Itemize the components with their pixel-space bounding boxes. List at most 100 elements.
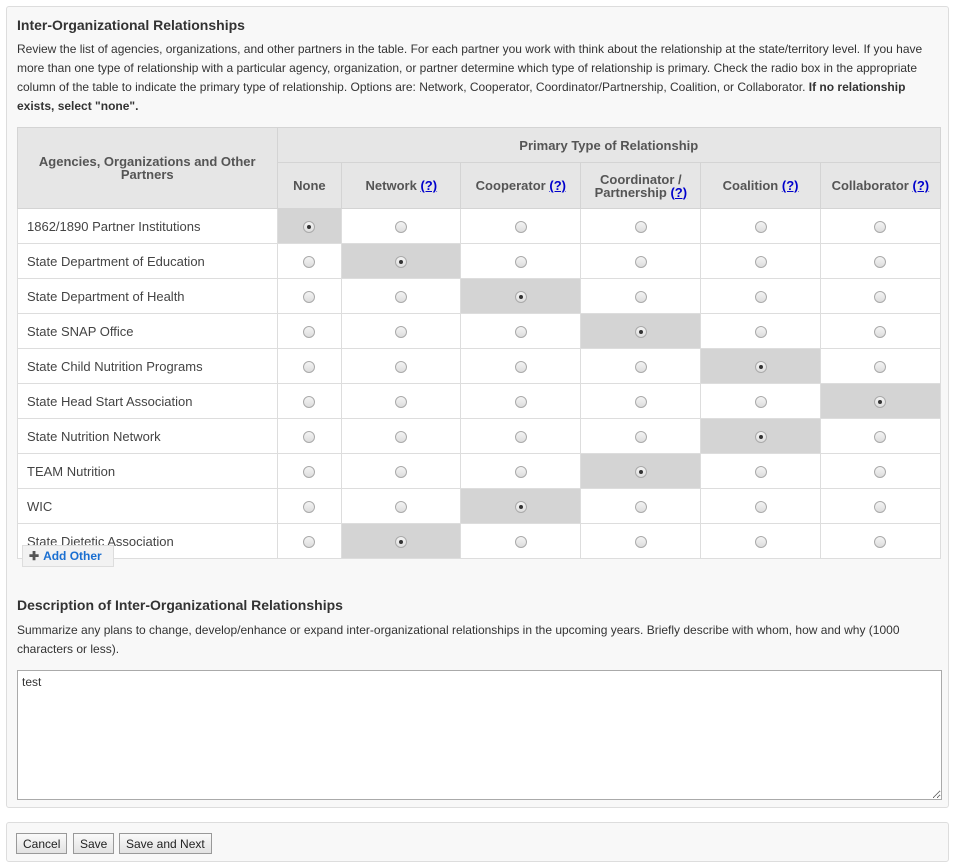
relationship-radio[interactable] — [754, 466, 767, 479]
relationship-radio[interactable] — [874, 291, 887, 304]
relationship-radio[interactable] — [395, 536, 408, 549]
relationship-radio[interactable] — [514, 396, 527, 409]
relationship-radio[interactable] — [514, 291, 527, 304]
help-link[interactable]: (?) — [549, 178, 566, 193]
relationship-radio[interactable] — [514, 361, 527, 374]
relationship-radio[interactable] — [395, 396, 408, 409]
relationship-radio[interactable] — [634, 466, 647, 479]
cancel-button[interactable]: Cancel — [16, 833, 68, 854]
relationship-group-header: Primary Type of Relationship — [276, 127, 942, 163]
table-row: TEAM Nutrition — [17, 453, 942, 489]
relationship-radio[interactable] — [395, 291, 408, 304]
save-and-next-button[interactable]: Save and Next — [119, 833, 212, 854]
column-header: Collaborator (?) — [819, 162, 942, 209]
relationship-radio[interactable] — [634, 396, 647, 409]
relationship-radio[interactable] — [303, 361, 316, 374]
radio-cell — [580, 383, 702, 419]
relationship-radio[interactable] — [754, 326, 767, 339]
relationship-radio[interactable] — [303, 221, 316, 234]
relationship-radio[interactable] — [754, 431, 767, 444]
add-other-button[interactable]: ✚ Add Other — [22, 545, 114, 567]
table-row: 1862/1890 Partner Institutions — [17, 208, 942, 244]
relationship-radio[interactable] — [754, 361, 767, 374]
relationship-radio[interactable] — [754, 536, 767, 549]
relationship-radio[interactable] — [514, 326, 527, 339]
radio-cell — [819, 523, 942, 559]
help-link[interactable]: (?) — [420, 178, 438, 193]
relationship-radio[interactable] — [874, 431, 887, 444]
relationship-radio[interactable] — [303, 326, 316, 339]
relationship-radio[interactable] — [874, 396, 887, 409]
relationship-radio[interactable] — [395, 501, 408, 514]
relationship-radio[interactable] — [514, 221, 527, 234]
relationship-radio[interactable] — [395, 256, 408, 269]
relationship-radio[interactable] — [634, 536, 647, 549]
relationship-radio[interactable] — [874, 466, 887, 479]
help-link[interactable]: (?) — [670, 184, 688, 200]
column-header: Coordinator / Partnership (?) — [580, 162, 702, 209]
radio-cell — [341, 313, 462, 349]
radio-cell — [460, 488, 582, 524]
relationship-radio[interactable] — [754, 221, 767, 234]
table-row: State Head Start Association — [17, 383, 942, 419]
relationship-radio[interactable] — [303, 431, 316, 444]
radio-cell — [819, 313, 942, 349]
relationship-radio[interactable] — [514, 466, 527, 479]
relationship-radio[interactable] — [874, 221, 887, 234]
relationship-radio[interactable] — [514, 501, 527, 514]
relationship-radio[interactable] — [395, 466, 408, 479]
help-link[interactable]: (?) — [912, 178, 930, 193]
relationship-radio[interactable] — [514, 431, 527, 444]
relationship-radio[interactable] — [634, 326, 647, 339]
relationship-radio[interactable] — [514, 256, 527, 269]
radio-cell — [580, 348, 702, 384]
radio-cell — [700, 523, 821, 559]
relationship-radio[interactable] — [395, 431, 408, 444]
radio-cell — [276, 523, 343, 559]
radio-cell — [819, 418, 942, 454]
relationship-radio[interactable] — [754, 501, 767, 514]
relationship-radio[interactable] — [514, 536, 527, 549]
relationship-radio[interactable] — [303, 536, 316, 549]
relationship-radio[interactable] — [395, 221, 408, 234]
relationship-radio[interactable] — [874, 361, 887, 374]
relationships-panel: Inter-Organizational Relationships Revie… — [6, 6, 949, 808]
radio-cell — [341, 453, 462, 489]
relationship-radio[interactable] — [874, 536, 887, 549]
relationship-radio[interactable] — [303, 466, 316, 479]
help-link[interactable]: (?) — [781, 178, 799, 193]
radio-cell — [700, 208, 821, 244]
relationship-radio[interactable] — [754, 396, 767, 409]
relationship-radio[interactable] — [874, 256, 887, 269]
column-header: None — [276, 162, 343, 209]
relationship-radio[interactable] — [754, 291, 767, 304]
relationship-radio[interactable] — [303, 256, 316, 269]
relationship-radio[interactable] — [303, 501, 316, 514]
radio-cell — [276, 208, 343, 244]
relationship-radio[interactable] — [634, 431, 647, 444]
relationship-radio[interactable] — [634, 221, 647, 234]
radio-cell — [276, 453, 343, 489]
radio-cell — [700, 383, 821, 419]
relationship-radio[interactable] — [634, 501, 647, 514]
description-textarea[interactable] — [17, 670, 942, 800]
plus-icon: ✚ — [29, 549, 40, 563]
partner-name: State Nutrition Network — [17, 418, 278, 454]
relationship-radio[interactable] — [874, 326, 887, 339]
relationship-radio[interactable] — [874, 501, 887, 514]
relationship-radio[interactable] — [303, 396, 316, 409]
instructions-bold: If no relationship exists, select "none"… — [17, 80, 906, 113]
save-button[interactable]: Save — [73, 833, 115, 854]
relationship-radio[interactable] — [754, 256, 767, 269]
radio-cell — [276, 488, 343, 524]
relationship-radio[interactable] — [634, 256, 647, 269]
relationship-radio[interactable] — [395, 326, 408, 339]
relationship-radio[interactable] — [303, 291, 316, 304]
radio-cell — [341, 243, 462, 279]
partner-name: 1862/1890 Partner Institutions — [17, 208, 278, 244]
relationship-radio[interactable] — [395, 361, 408, 374]
radio-cell — [819, 348, 942, 384]
radio-cell — [819, 488, 942, 524]
relationship-radio[interactable] — [634, 291, 647, 304]
relationship-radio[interactable] — [634, 361, 647, 374]
